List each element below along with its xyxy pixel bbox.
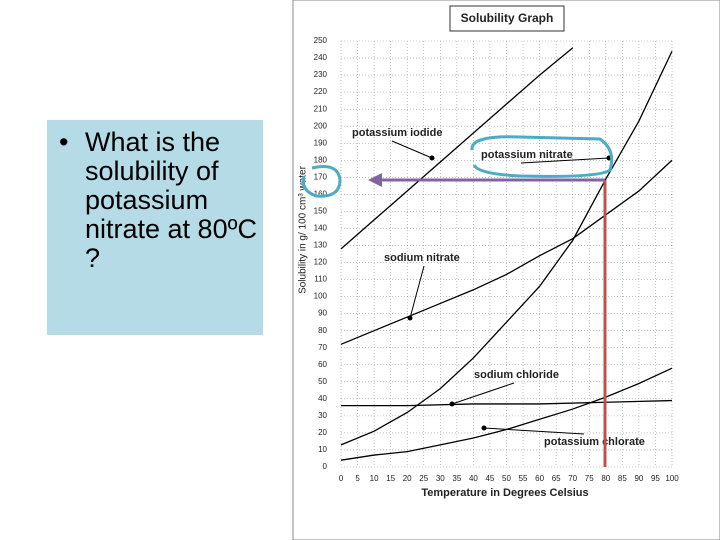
arrow-head xyxy=(368,173,382,187)
x-tick-label: 45 xyxy=(485,474,494,483)
x-tick-label: 25 xyxy=(419,474,428,483)
series-label: potassium iodide xyxy=(352,127,442,139)
y-tick-label: 70 xyxy=(318,343,327,352)
y-axis-label: Solubility in g/ 100 cm³ water xyxy=(298,165,309,294)
x-tick-label: 75 xyxy=(585,474,594,483)
chart-title: Solubility Graph xyxy=(461,11,554,25)
overlay xyxy=(301,135,614,467)
label-arrow xyxy=(520,157,610,164)
y-tick-label: 20 xyxy=(318,428,327,437)
series-line xyxy=(340,50,673,446)
y-tick-label: 80 xyxy=(318,326,327,335)
x-tick-label: 90 xyxy=(634,474,643,483)
x-tick-label: 80 xyxy=(601,474,610,483)
x-tick-label: 30 xyxy=(436,474,445,483)
x-tick-label: 20 xyxy=(403,474,412,483)
series-label: potassium chlorate xyxy=(544,436,645,448)
y-tick-label: 180 xyxy=(314,155,328,164)
x-tick-label: 15 xyxy=(386,474,395,483)
x-axis-label: Temperature in Degrees Celsius xyxy=(421,487,588,499)
label-arrow xyxy=(451,382,515,405)
y-tick-label: 150 xyxy=(314,207,328,216)
y-tick-label: 160 xyxy=(314,189,328,198)
series-line xyxy=(340,47,574,250)
x-tick-label: 65 xyxy=(552,474,561,483)
arrow-tip xyxy=(481,425,487,431)
y-tick-label: 40 xyxy=(318,394,327,403)
arrow-tip xyxy=(407,315,413,321)
question: What is the solubility of potassium nitr… xyxy=(85,127,257,273)
arrow-tip xyxy=(429,155,435,161)
series-label: sodium nitrate xyxy=(384,252,460,264)
x-tick-label: 10 xyxy=(370,474,379,483)
y-tick-label: 190 xyxy=(314,138,328,147)
y-tick-label: 130 xyxy=(314,241,328,250)
y-tick-label: 240 xyxy=(314,53,328,62)
series-label: potassium nitrate xyxy=(481,149,573,161)
x-tick-label: 95 xyxy=(651,474,660,483)
series-line xyxy=(340,159,673,345)
bullet: • xyxy=(59,127,69,157)
y-tick-label: 220 xyxy=(314,87,328,96)
label-arrow xyxy=(391,140,433,159)
y-tick-label: 120 xyxy=(314,258,328,267)
circle xyxy=(301,165,342,198)
arrow-tip xyxy=(449,401,455,407)
y-tick-label: 90 xyxy=(318,309,327,318)
series-label: sodium chloride xyxy=(474,369,559,381)
y-tick-label: 50 xyxy=(318,377,327,386)
y-tick-label: 10 xyxy=(318,445,327,454)
label-arrow xyxy=(409,265,425,319)
question-box: • What is the solubility of potassium nit… xyxy=(47,120,263,335)
y-tick-label: 0 xyxy=(323,462,328,471)
title-box xyxy=(449,5,565,32)
x-tick-label: 85 xyxy=(618,474,627,483)
x-tick-label: 100 xyxy=(665,474,679,483)
y-tick-label: 60 xyxy=(318,360,327,369)
x-tick-label: 40 xyxy=(469,474,478,483)
x-tick-label: 0 xyxy=(339,474,344,483)
y-tick-label: 110 xyxy=(314,275,327,284)
y-tick-label: 200 xyxy=(314,121,328,130)
series-line xyxy=(341,399,673,407)
y-tick-label: 230 xyxy=(314,70,328,79)
x-tick-label: 55 xyxy=(519,474,528,483)
y-tick-label: 170 xyxy=(314,172,328,181)
y-tick-label: 100 xyxy=(314,292,328,301)
circle xyxy=(470,135,614,178)
y-tick-label: 30 xyxy=(318,411,327,420)
x-tick-label: 5 xyxy=(355,474,360,483)
y-tick-label: 250 xyxy=(314,36,328,45)
x-tick-label: 70 xyxy=(568,474,577,483)
y-tick-label: 210 xyxy=(314,104,328,113)
x-tick-label: 35 xyxy=(452,474,461,483)
label-arrow xyxy=(483,427,585,435)
x-tick-label: 60 xyxy=(535,474,544,483)
x-tick-label: 50 xyxy=(502,474,511,483)
y-tick-label: 140 xyxy=(314,224,328,233)
